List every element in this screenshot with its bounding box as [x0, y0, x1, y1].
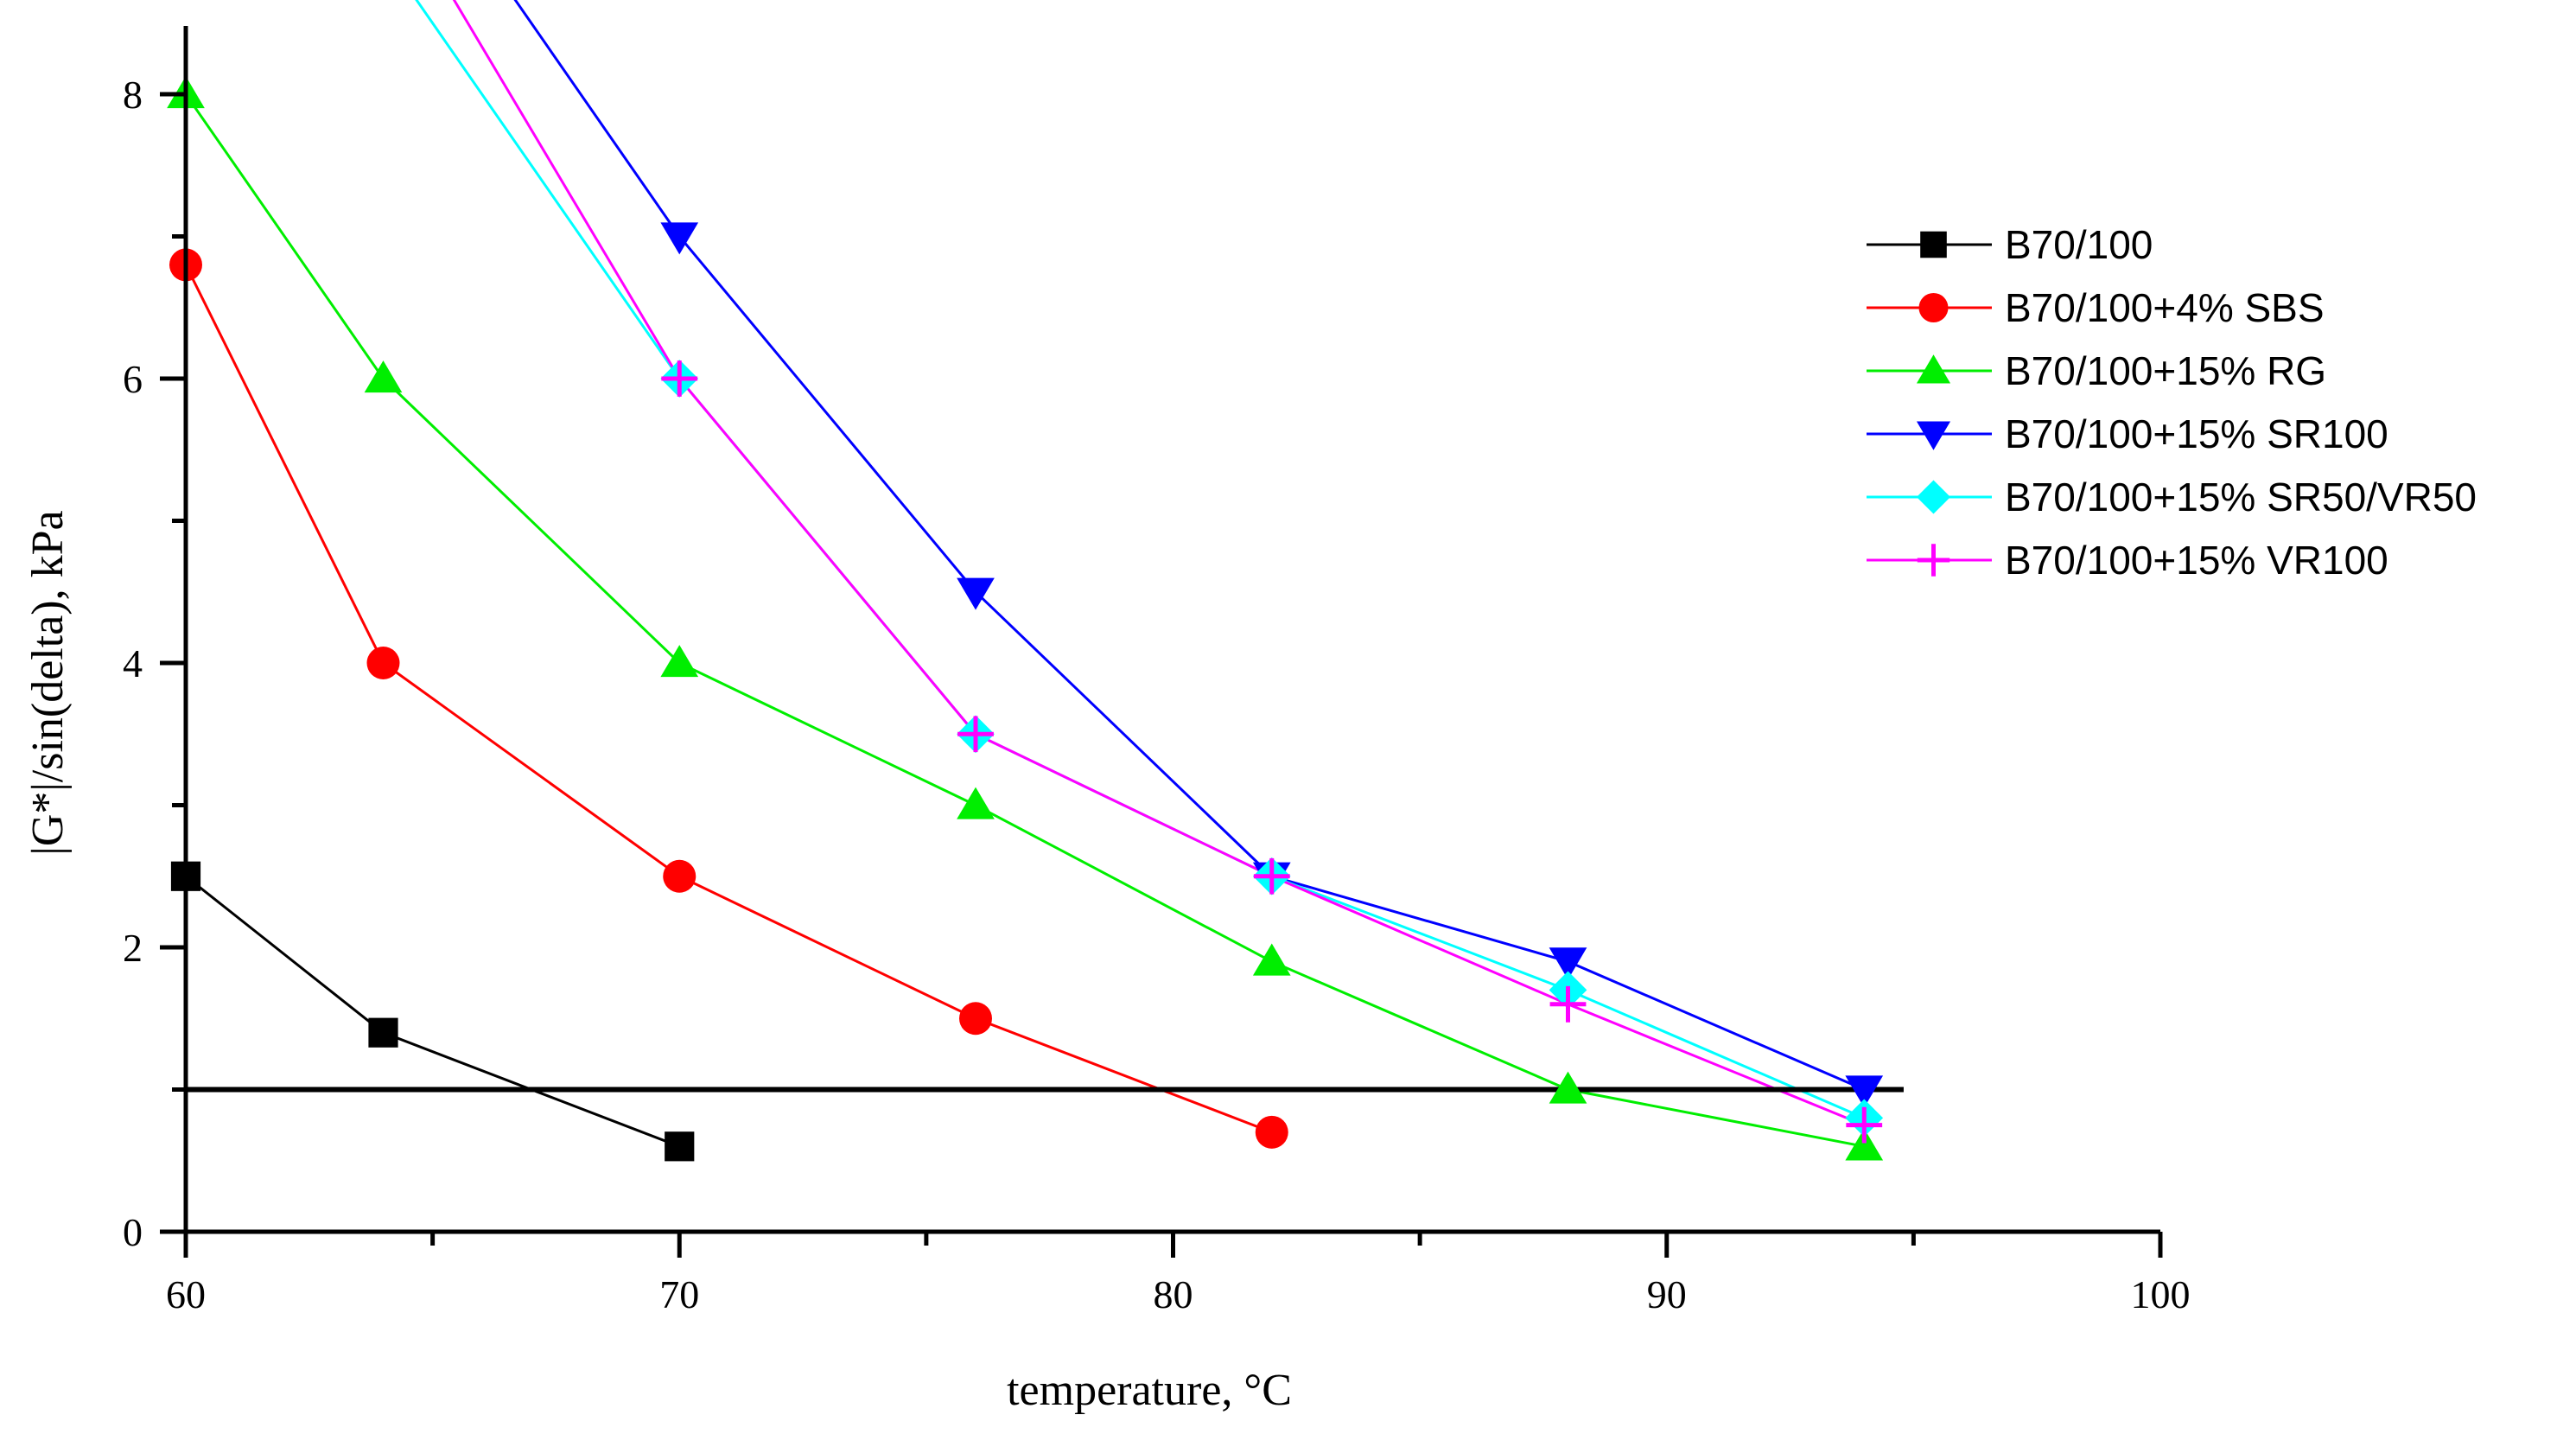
data-point	[665, 1131, 695, 1162]
y-tick-label: 0	[123, 1210, 143, 1254]
data-point	[1252, 943, 1291, 976]
data-point	[364, 360, 403, 393]
legend-item: B70/100+4% SBS	[1867, 285, 2325, 330]
x-tick-label: 80	[1154, 1272, 1193, 1316]
data-point	[1845, 1128, 1884, 1161]
y-tick-label: 2	[123, 926, 143, 970]
legend-item: B70/100+15% SR50/VR50	[1867, 475, 2477, 519]
data-point	[1549, 1071, 1587, 1104]
axes: 607080901000246810121416	[123, 26, 2191, 1316]
series-line	[184, 264, 1273, 1134]
data-point	[957, 577, 995, 610]
data-point	[368, 1017, 398, 1048]
legend-label: B70/100+15% SR100	[2005, 411, 2388, 456]
legend-marker	[1916, 354, 1951, 384]
data-point	[1549, 985, 1587, 1023]
series-line	[184, 93, 1865, 1148]
data-point	[1549, 947, 1587, 980]
data-point	[957, 716, 994, 753]
legend-label: B70/100+15% SR50/VR50	[2005, 475, 2477, 519]
data-point	[959, 1002, 992, 1036]
plot-series-markers	[167, 76, 1884, 1162]
data-point	[660, 222, 699, 255]
data-point	[1846, 1106, 1883, 1144]
plot-series-lines	[184, 0, 1904, 1148]
y-tick-label: 8	[123, 73, 143, 117]
legend-marker	[1917, 544, 1950, 577]
legend-marker	[1918, 293, 1949, 322]
data-point	[1253, 857, 1290, 895]
x-tick-label: 100	[2131, 1272, 2191, 1316]
x-tick-label: 70	[659, 1272, 699, 1316]
data-point	[661, 360, 698, 397]
data-point	[660, 645, 699, 678]
series-line	[415, 0, 1865, 1119]
legend-item: B70/100+15% VR100	[1867, 538, 2388, 583]
x-tick-label: 60	[166, 1272, 206, 1316]
y-tick-label: 4	[123, 641, 143, 685]
series-line	[185, 875, 680, 1148]
data-point	[1255, 1115, 1288, 1149]
legend: B70/100 B70/100+4% SBS B70/100+15% RG B70/1…	[1867, 222, 2477, 583]
y-axis-title: |G*|/sin(delta), kPa	[23, 510, 73, 855]
data-point	[957, 787, 995, 819]
data-point	[1845, 1075, 1884, 1108]
legend-item: B70/100+15% SR100	[1867, 411, 2388, 456]
legend-label: B70/100+4% SBS	[2005, 285, 2325, 330]
legend-label: B70/100+15% RG	[2005, 348, 2326, 393]
legend-label: B70/100	[2005, 222, 2153, 267]
legend-label: B70/100+15% VR100	[2005, 538, 2388, 583]
series-line	[513, 0, 1865, 1091]
x-axis-title: temperature, °C	[1007, 1366, 1292, 1415]
data-point	[663, 859, 696, 893]
series-line	[452, 0, 1865, 1127]
legend-item: B70/100+15% RG	[1867, 348, 2326, 393]
data-point	[366, 647, 400, 679]
legend-marker	[1916, 421, 1951, 450]
legend-item: B70/100	[1867, 222, 2153, 267]
y-tick-label: 6	[123, 357, 143, 401]
x-tick-label: 90	[1647, 1272, 1687, 1316]
legend-marker	[1920, 231, 1947, 258]
legend-marker	[1916, 480, 1951, 514]
